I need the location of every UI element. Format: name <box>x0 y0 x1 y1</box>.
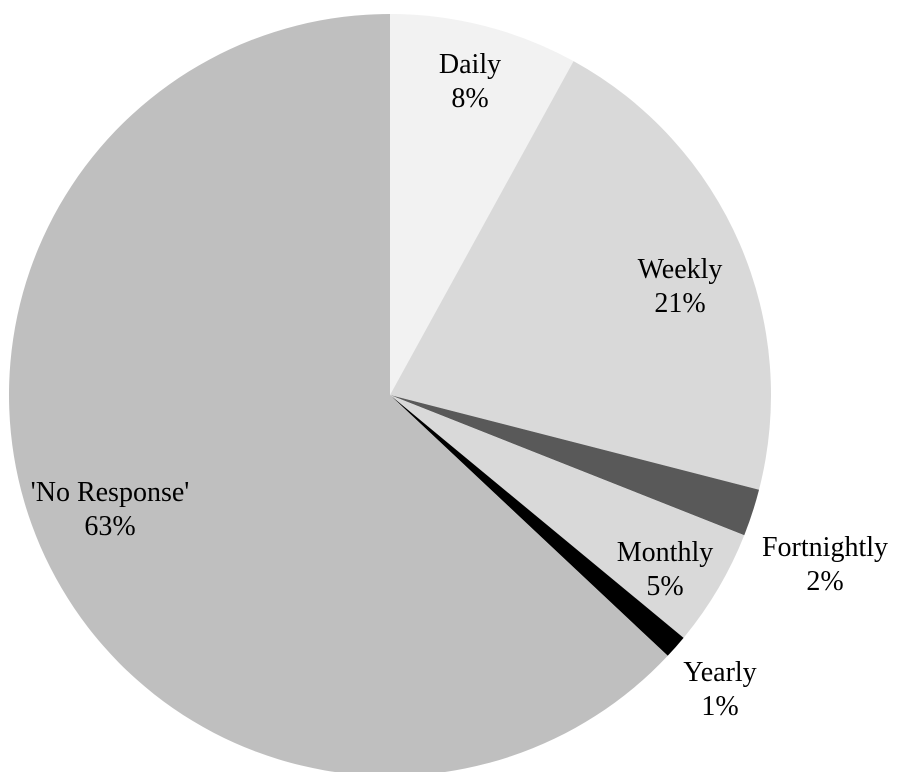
pie-slice <box>390 61 771 490</box>
slice-label: Fortnightly 2% <box>725 531 903 599</box>
category-label: Monthly <box>616 537 714 568</box>
pie-slice <box>390 395 745 638</box>
slice-label: Weekly 21% <box>580 253 780 321</box>
category-label: Fortnightly <box>761 532 888 563</box>
slice-label: Monthly 5% <box>565 536 765 604</box>
pie-slice <box>390 14 574 395</box>
category-label: 'No Response' <box>30 477 190 508</box>
pie-slice <box>390 395 760 536</box>
slice-label: 'No Response' 63% <box>30 476 190 544</box>
value-label: 2% <box>806 566 844 597</box>
value-label: 1% <box>701 691 739 722</box>
category-label: Weekly <box>637 254 723 285</box>
pie-slice <box>9 14 668 772</box>
value-label: 21% <box>654 288 706 319</box>
pie-slice <box>390 395 684 656</box>
category-label: Yearly <box>683 657 757 688</box>
category-label: Daily <box>438 49 502 80</box>
value-label: 5% <box>646 571 684 602</box>
slice-label: Yearly 1% <box>620 656 820 724</box>
value-label: 8% <box>451 83 489 114</box>
value-label: 63% <box>84 511 136 542</box>
slice-label: Daily 8% <box>370 48 570 116</box>
